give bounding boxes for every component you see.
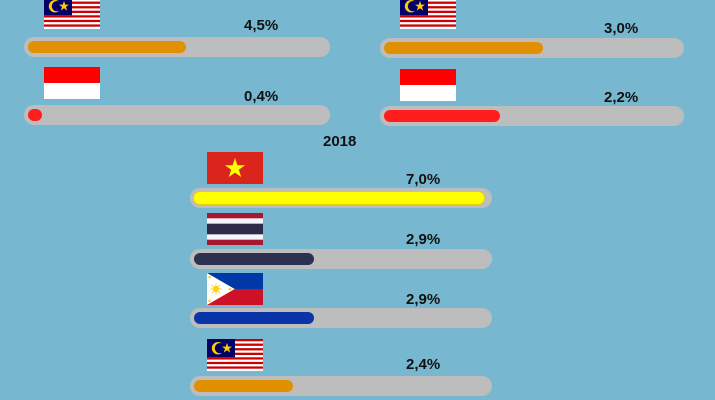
bar-track-indonesia [24,105,330,125]
value-label-thailand: 2,9% [406,231,441,248]
malaysia-flag-icon [44,0,100,29]
year-label: 2018 [323,133,357,150]
bar-track-malaysia [24,37,330,57]
bar-malaysia [384,42,543,54]
bar-track-vietnam [190,188,492,208]
vietnam-flag-icon [207,152,263,184]
bar-thailand [194,253,315,265]
bar-indonesia [384,110,501,122]
bar-track-malaysia [380,38,684,58]
malaysia-flag-icon [207,339,263,371]
bar-track-thailand [190,249,492,269]
philippines-flag-icon [207,273,263,305]
bar-malaysia [28,41,186,53]
indonesia-flag-icon [44,67,100,99]
value-label-indonesia: 2,2% [604,89,639,106]
bar-philippines [194,312,315,324]
bar-track-philippines [190,308,492,328]
value-label-indonesia: 0,4% [244,88,279,105]
value-label-malaysia: 3,0% [604,20,639,37]
thailand-flag-icon [207,213,263,245]
bar-track-malaysia [190,376,492,396]
indonesia-flag-icon [400,69,456,101]
value-label-malaysia: 2,4% [406,356,441,373]
bar-vietnam [194,192,484,204]
value-label-vietnam: 7,0% [406,171,441,188]
malaysia-flag-icon [400,0,456,29]
bar-track-indonesia [380,106,684,126]
bar-malaysia [194,380,294,392]
value-label-philippines: 2,9% [406,291,441,308]
value-label-malaysia: 4,5% [244,17,279,34]
bar-indonesia [28,109,43,121]
